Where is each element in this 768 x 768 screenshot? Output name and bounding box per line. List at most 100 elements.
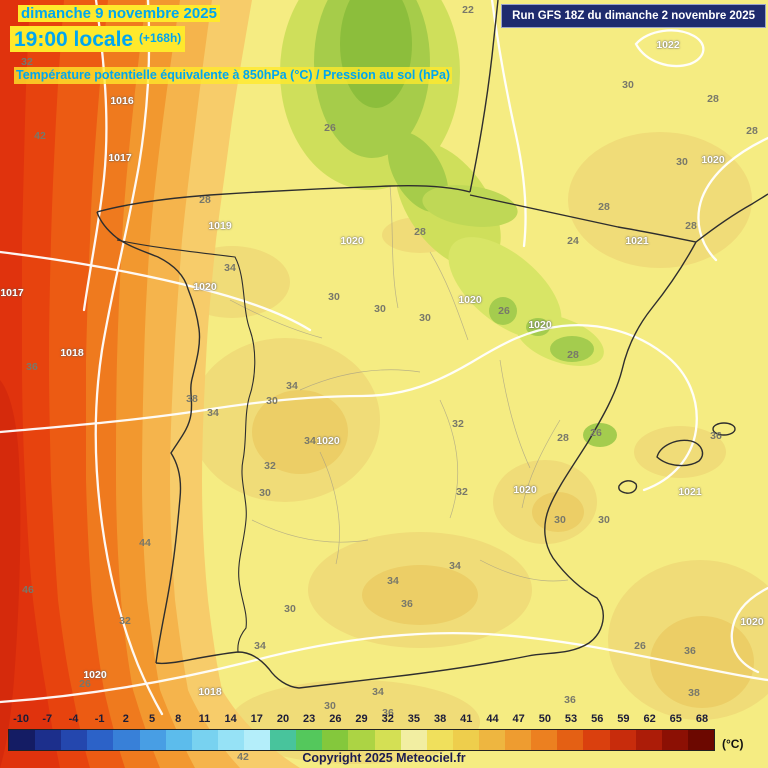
temp-contour-label: 30 [598, 513, 610, 526]
temp-contour-label: 28 [414, 225, 426, 238]
pressure-label: 1021 [678, 485, 702, 498]
temp-contour-label: 30 [622, 78, 634, 91]
legend-tick: 65 [669, 713, 682, 725]
map-parameter-title: Température potentielle équivalente à 85… [14, 67, 453, 84]
legend-color-swatch [452, 730, 479, 750]
legend-tick: 56 [591, 713, 604, 725]
legend-tick: 20 [276, 713, 290, 725]
temp-contour-label: 36 [564, 693, 576, 706]
legend-tick: 2 [122, 713, 129, 725]
legend-tick: 59 [617, 713, 630, 725]
legend-color-swatch [348, 730, 375, 750]
legend-tick: 35 [407, 713, 421, 725]
legend-color-swatch [400, 730, 427, 750]
legend-tick: -10 [13, 713, 30, 725]
legend-tick: 17 [250, 713, 263, 725]
legend-color-swatch [426, 730, 453, 750]
legend-tick: 62 [643, 713, 656, 725]
legend-tick: -4 [68, 713, 79, 725]
temp-contour-label: 30 [676, 155, 688, 168]
pressure-label: 1020 [458, 293, 482, 306]
legend-color-swatch [113, 730, 140, 750]
temp-contour-label: 30 [324, 699, 336, 712]
temp-contour-label: 28 [567, 348, 579, 361]
pressure-label: 1017 [0, 286, 24, 299]
temp-contour-label: 26 [498, 304, 510, 317]
legend-color-swatch [609, 730, 636, 750]
temp-contour-label: 32 [21, 55, 33, 68]
temp-contour-label: 26 [79, 677, 91, 690]
legend-color-swatch [296, 730, 323, 750]
temp-contour-label: 26 [634, 639, 646, 652]
temp-contour-label: 44 [139, 536, 151, 549]
pressure-label: 1020 [193, 280, 217, 293]
temp-contour-label: 30 [374, 302, 386, 315]
forecast-date: dimanche 9 novembre 2025 [18, 5, 220, 22]
temp-contour-label: 34 [254, 639, 266, 652]
pressure-label: 1018 [60, 346, 84, 359]
legend-color-swatch [374, 730, 401, 750]
legend-color-swatch [635, 730, 662, 750]
forecast-time-text: 19:00 locale [14, 28, 134, 51]
temp-contour-label: 34 [449, 559, 461, 572]
legend-color-swatch [87, 730, 114, 750]
temp-contour-label: 42 [34, 129, 46, 142]
temp-contour-label: 30 [284, 602, 296, 615]
legend-tick: 53 [564, 713, 578, 725]
admin-boundaries [229, 185, 569, 582]
temp-contour-label: 38 [688, 686, 700, 699]
temp-contour-label: 26 [590, 426, 602, 439]
temp-contour-label: 36 [684, 644, 696, 657]
temp-contour-label: 30 [419, 311, 431, 324]
temp-contour-label: 32 [119, 614, 131, 627]
legend-color-swatch [35, 730, 62, 750]
pressure-label: 1020 [513, 483, 537, 496]
pressure-label: 1018 [198, 685, 222, 698]
pressure-label: 1020 [740, 615, 764, 628]
legend-tick: 47 [512, 713, 525, 725]
legend-color-swatch [661, 730, 688, 750]
model-run-banner: Run GFS 18Z du dimanche 2 novembre 2025 [501, 4, 766, 28]
legend-tick: 50 [538, 713, 551, 725]
legend-tick: 38 [433, 713, 447, 725]
temp-contour-label: 30 [554, 513, 566, 526]
legend-color-swatch [191, 730, 218, 750]
legend-tick: 8 [175, 713, 182, 725]
map-warm-gradient-bands [0, 0, 300, 768]
temp-contour-label: 34 [387, 574, 399, 587]
temp-contour-label: 30 [328, 290, 340, 303]
legend-color-swatch [531, 730, 558, 750]
legend-color-swatch [139, 730, 166, 750]
forecast-time: 19:00 locale (+168h) [10, 26, 186, 52]
legend-color-swatch [243, 730, 271, 750]
portugal-spain-border [116, 239, 256, 653]
legend-color-swatch [165, 730, 192, 750]
temp-contour-label: 24 [567, 234, 579, 247]
pressure-label: 1020 [340, 234, 364, 247]
legend-color-swatch [583, 730, 610, 750]
pressure-label: 1020 [528, 318, 552, 331]
legend-tick: 5 [148, 713, 156, 725]
legend-color-swatch [9, 730, 36, 750]
legend-color-bar [8, 729, 715, 751]
temp-contour-label: 36 [26, 360, 38, 373]
legend-color-swatch [687, 730, 714, 750]
temp-contour-label: 28 [707, 92, 719, 105]
pressure-label: 1021 [625, 234, 649, 247]
pressure-label: 1020 [701, 153, 725, 166]
legend-tick: 41 [460, 713, 473, 725]
legend-tick: 68 [695, 713, 709, 725]
temp-contour-label: 34 [372, 685, 384, 698]
temp-contour-label: 34 [304, 434, 316, 447]
temp-contour-label: 46 [22, 583, 34, 596]
temp-contour-label: 38 [186, 392, 198, 405]
color-scale-legend: -10 -7 -4 -1 2 5 8 11 14 17 20 23 26 29 32 35 38 41 44 47 50… [8, 712, 715, 751]
legend-color-swatch [478, 730, 506, 750]
pressure-label: 1020 [83, 668, 107, 681]
legend-tick: 14 [224, 713, 237, 725]
temp-contour-label: 30 [266, 394, 278, 407]
legend-tick-row: -10 -7 -4 -1 2 5 8 11 14 17 20 23 26 29 32 35 38 41 44 47 50… [8, 712, 715, 727]
